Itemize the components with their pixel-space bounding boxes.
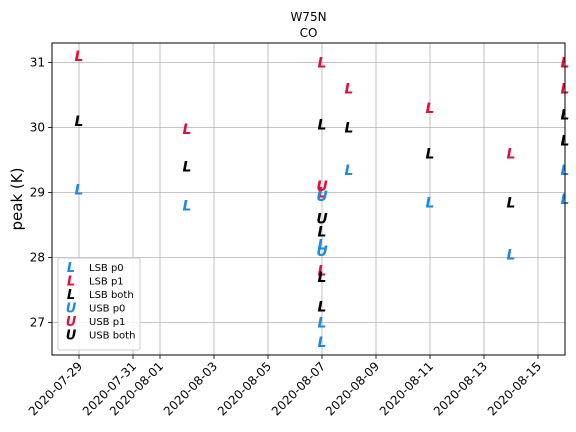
data-point-lsb-p1: L: [345, 82, 354, 98]
legend-marker: U: [66, 329, 77, 344]
data-point-lsb-both: L: [183, 160, 192, 176]
legend-marker: L: [67, 261, 75, 276]
data-point-lsb-p0: L: [507, 247, 516, 263]
data-point-usb-p0: U: [316, 189, 328, 205]
data-point-lsb-both: L: [507, 195, 516, 211]
y-tick-label: 28: [30, 251, 45, 265]
legend-entry-label: LSB both: [89, 290, 134, 301]
data-point-lsb-both: L: [75, 114, 84, 130]
data-point-lsb-p0: L: [345, 163, 354, 179]
legend-marker: U: [66, 315, 77, 330]
y-tick-label: 29: [30, 186, 45, 200]
data-point-lsb-both: L: [318, 299, 327, 315]
data-point-lsb-both: L: [426, 147, 435, 163]
plot-frame: [51, 42, 566, 356]
data-point-lsb-p0: L: [318, 335, 327, 351]
data-point-lsb-both: L: [318, 270, 327, 286]
data-point-lsb-both: L: [318, 117, 327, 133]
data-point-lsb-p1: L: [318, 264, 327, 280]
y-tick-label: 27: [30, 316, 45, 330]
y-axis: 27 28 29 30 31: [30, 56, 52, 330]
data-point-lsb-p1: L: [318, 186, 327, 202]
legend-entry-label: USB p0: [89, 304, 125, 315]
data-point-lsb-both: L: [318, 225, 327, 241]
data-point-lsb-p1: L: [75, 49, 84, 65]
legend-marker: L: [67, 275, 75, 290]
legend-entry-label: LSB p1: [89, 277, 124, 288]
legend-entry-label: LSB p0: [89, 263, 124, 274]
data-point-lsb-p0: L: [183, 199, 192, 215]
chart-title: W75N: [290, 10, 326, 24]
y-axis-label: peak (K): [8, 168, 26, 231]
legend-marker: U: [66, 302, 77, 317]
data-point-usb-p0: U: [316, 244, 328, 260]
legend-entry-label: USB both: [89, 331, 135, 342]
data-point-usb-p1: U: [316, 179, 328, 195]
legend-box: [57, 257, 141, 351]
data-point-lsb-p0: L: [75, 182, 84, 198]
legend: L LSB p0 L LSB p1 L LSB both U USB p0 U USB p1 U US…: [57, 257, 141, 351]
grid: [52, 43, 565, 355]
y-tick-label: 30: [30, 121, 45, 135]
chart-subtitle: CO: [300, 26, 318, 40]
data-point-lsb-p0: L: [318, 238, 327, 254]
data-point-lsb-p0: L: [426, 195, 435, 211]
data-point-lsb-p1: L: [318, 56, 327, 72]
y-tick-label: 31: [30, 56, 45, 70]
legend-marker: L: [67, 288, 75, 303]
data-point-usb-both: U: [316, 212, 328, 228]
data-point-lsb-p0: L: [318, 316, 327, 332]
data-point-lsb-p1: L: [426, 101, 435, 117]
data-point-lsb-p1: L: [183, 122, 192, 138]
data-point-lsb-both: L: [345, 121, 354, 137]
legend-entry-label: USB p1: [89, 317, 125, 328]
data-point-lsb-p1: L: [507, 147, 516, 163]
